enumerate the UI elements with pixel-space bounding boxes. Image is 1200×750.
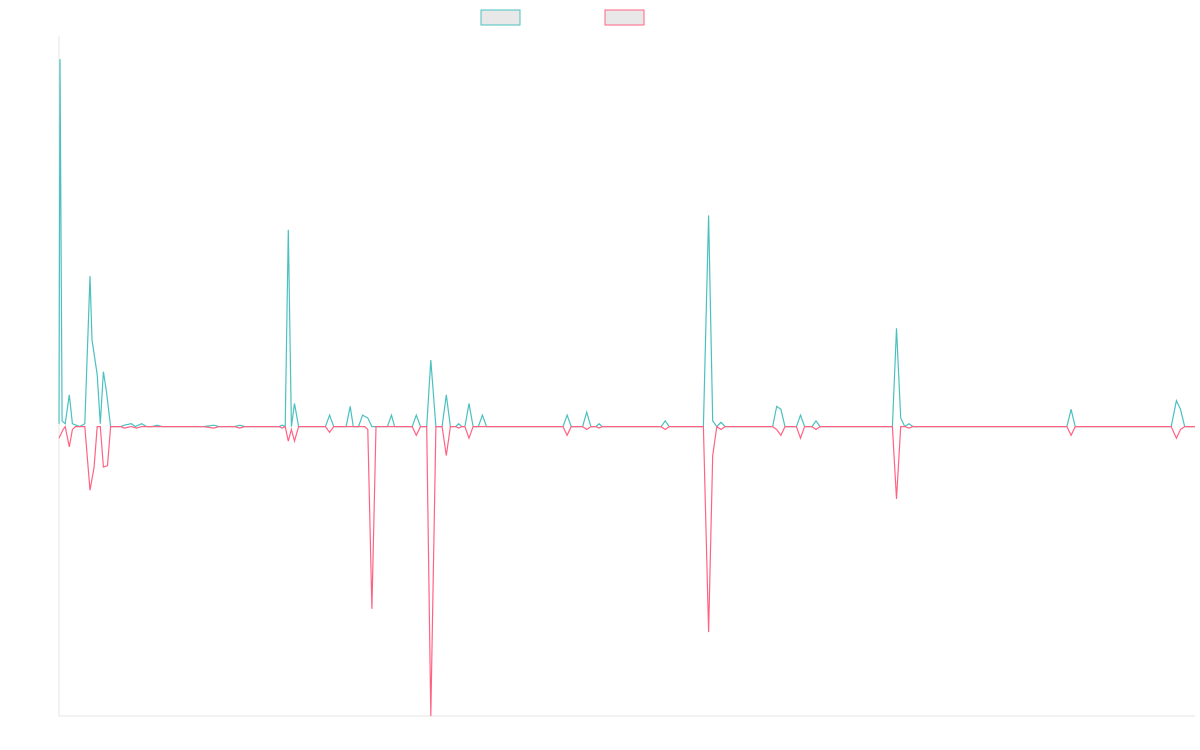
series-line-1: [58, 59, 1195, 428]
series-line-2: [58, 425, 1195, 717]
axes: [58, 36, 1195, 717]
legend-swatch-series-2[interactable]: [604, 9, 645, 26]
legend[interactable]: [480, 9, 645, 26]
plot-area: [58, 59, 1195, 717]
legend-swatch-series-1[interactable]: [480, 9, 521, 26]
